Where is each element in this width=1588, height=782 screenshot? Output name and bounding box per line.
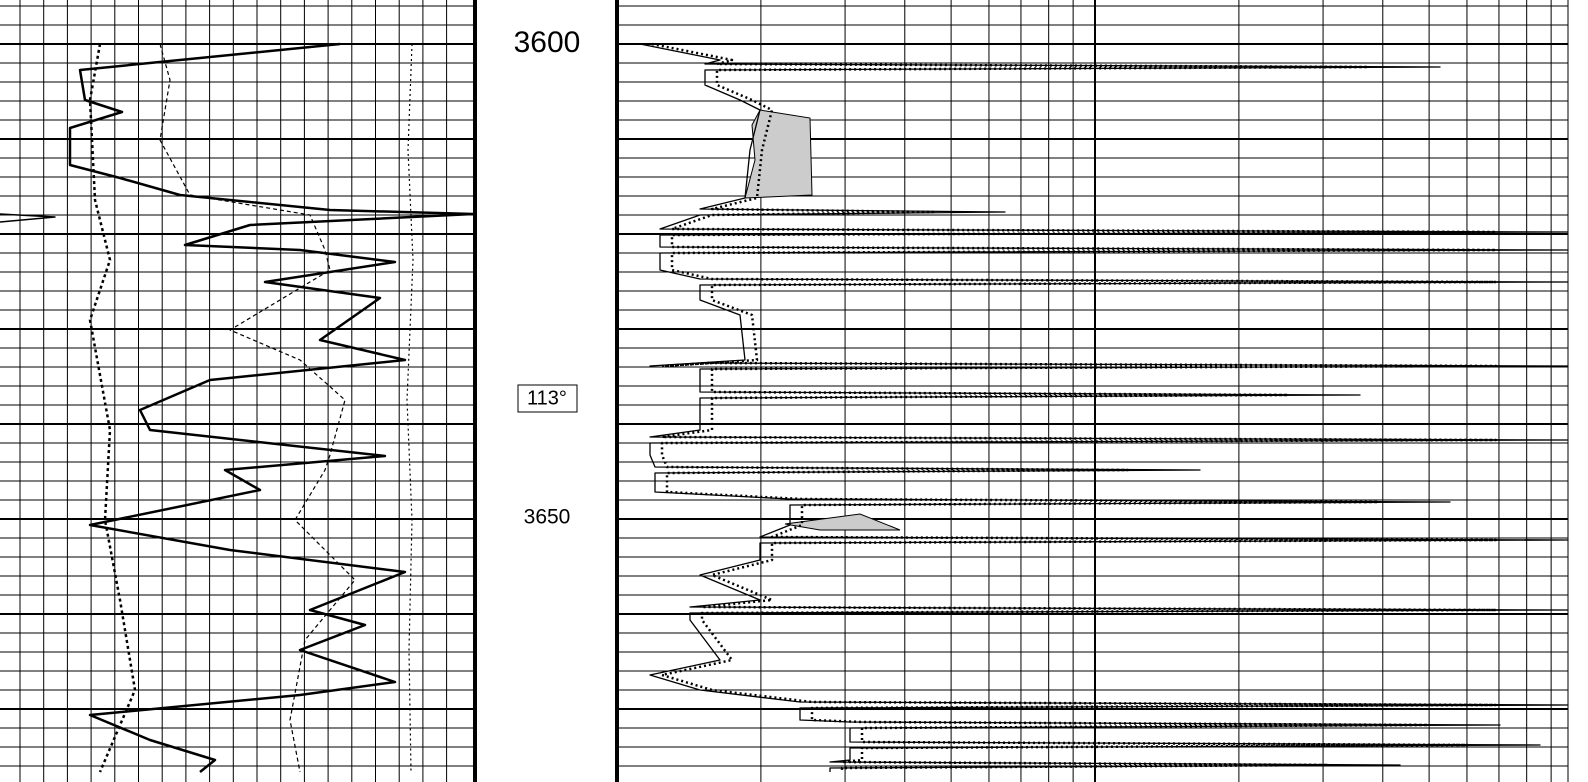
annotation-box xyxy=(517,384,578,413)
shaded-zone xyxy=(784,513,901,531)
depth-label: 3650 xyxy=(524,506,571,529)
track-border xyxy=(473,0,477,782)
depth-label: 3600 xyxy=(514,26,581,59)
log-curve xyxy=(651,42,1498,772)
log-curve xyxy=(0,213,56,223)
annotation: 113° xyxy=(527,387,567,409)
log-curve xyxy=(406,43,414,773)
log-curve xyxy=(88,43,137,773)
curves xyxy=(0,42,1569,773)
shaded-zone xyxy=(744,109,813,199)
log-curve xyxy=(159,43,356,773)
log-curve xyxy=(68,42,475,773)
track-border xyxy=(615,0,619,782)
